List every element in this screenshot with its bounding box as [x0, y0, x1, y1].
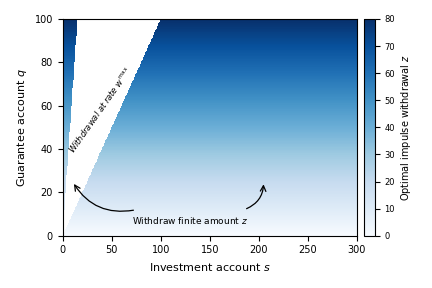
Text: Withdrawal at rate $w^{\max}$: Withdrawal at rate $w^{\max}$ — [66, 65, 134, 155]
Y-axis label: Guarantee account $q$: Guarantee account $q$ — [15, 68, 29, 187]
X-axis label: Investment account $s$: Investment account $s$ — [149, 261, 271, 273]
Text: Withdraw finite amount $z$: Withdraw finite amount $z$ — [132, 215, 248, 226]
Y-axis label: Optimal impulse withdrawal $z$: Optimal impulse withdrawal $z$ — [399, 54, 413, 201]
